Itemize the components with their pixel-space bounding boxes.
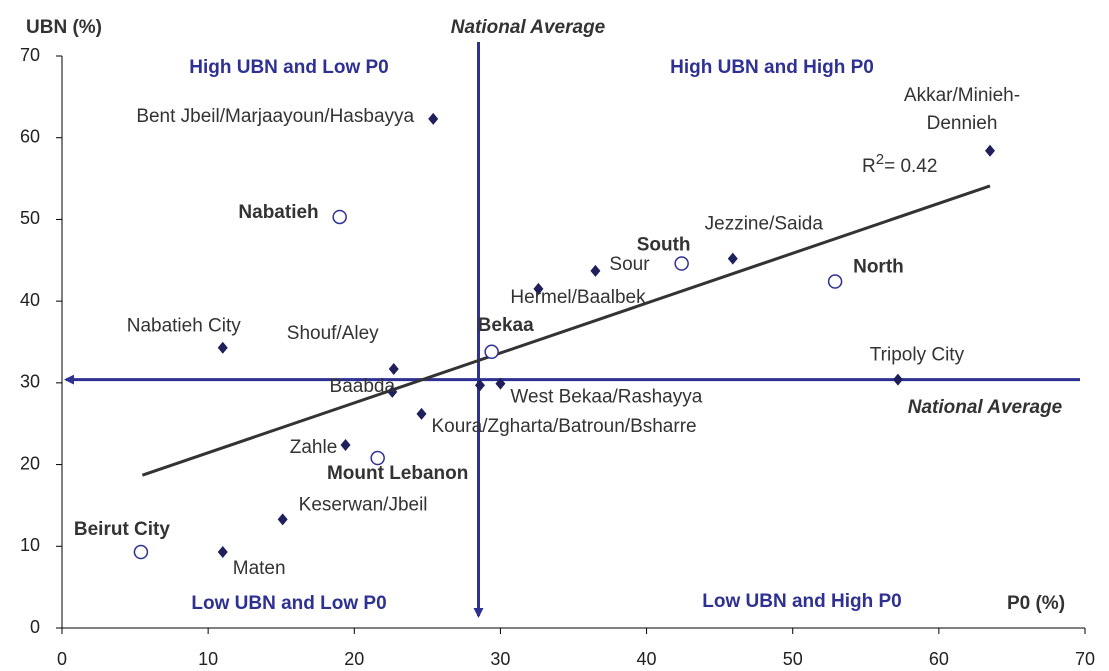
- point-label: Mount Lebanon: [327, 463, 468, 484]
- data-point: [332, 209, 347, 225]
- data-point: [985, 144, 996, 157]
- point-label: Koura/Zgharta/Batroun/Bsharre: [432, 416, 697, 437]
- quadrant-label: Low UBN and High P0: [702, 591, 902, 612]
- point-label: North: [853, 257, 904, 278]
- x-tick-label: 30: [490, 649, 510, 669]
- point-label: Baabda: [330, 376, 396, 397]
- data-point: [827, 274, 843, 289]
- quadrant-label: High UBN and High P0: [670, 57, 874, 78]
- point-label: Maten: [233, 558, 286, 579]
- x-tick-label: 50: [783, 649, 803, 669]
- point-label: Nabatieh City: [127, 316, 242, 337]
- point-label: Hermel/Baalbek: [510, 287, 646, 308]
- data-point: [727, 252, 738, 265]
- y-tick-label: 30: [20, 372, 40, 392]
- data-point: [474, 379, 485, 392]
- y-axis-title: UBN (%): [26, 17, 102, 38]
- data-point: [892, 373, 903, 386]
- y-tick-label: 70: [20, 45, 40, 65]
- data-point: [533, 282, 544, 295]
- quadrant-label: Low UBN and Low P0: [191, 593, 386, 614]
- x-tick-label: 70: [1075, 649, 1095, 669]
- point-label: Nabatieh: [238, 202, 318, 223]
- point-label: Bent Jbeil/Marjaayoun/Hasbayya: [136, 106, 414, 127]
- data-point: [370, 450, 385, 466]
- quadrant-label: High UBN and Low P0: [189, 57, 389, 78]
- x-tick-label: 20: [344, 649, 364, 669]
- y-tick-label: 60: [20, 126, 40, 146]
- point-label: Jezzine/Saida: [705, 214, 824, 235]
- data-point: [387, 385, 398, 398]
- data-point: [484, 344, 499, 360]
- y-tick-label: 20: [20, 453, 40, 473]
- point-label: Sour: [609, 254, 650, 275]
- point-label: Akkar/Minieh-: [904, 85, 1020, 106]
- y-tick-label: 0: [30, 617, 40, 637]
- y-tick-label: 50: [20, 208, 40, 228]
- national-average-label: National Average: [451, 17, 606, 38]
- point-label: Keserwan/Jbeil: [299, 494, 428, 515]
- point-label: Tripoly City: [870, 345, 965, 366]
- data-point: [133, 544, 149, 560]
- point-label: Dennieh: [927, 113, 998, 134]
- data-point: [340, 438, 351, 451]
- data-point: [277, 513, 288, 526]
- r-squared-sup: 2: [876, 151, 884, 168]
- data-point: [428, 112, 439, 125]
- point-label: West Bekaa/Rashayya: [510, 387, 702, 408]
- data-point: [388, 362, 399, 375]
- y-tick-label: 40: [20, 290, 40, 310]
- national-average-label: National Average: [908, 397, 1063, 418]
- data-point: [674, 256, 689, 271]
- data-point: [217, 341, 228, 354]
- point-label: South: [637, 235, 691, 256]
- r-squared-r: R: [862, 156, 876, 177]
- x-tick-label: 40: [637, 649, 657, 669]
- r-squared: R2= 0.42: [862, 151, 937, 177]
- x-tick-label: 10: [198, 649, 218, 669]
- data-point: [590, 264, 601, 277]
- data-point: [416, 407, 427, 420]
- point-label: Zahle: [290, 437, 338, 458]
- point-label: Shouf/Aley: [287, 323, 379, 344]
- x-tick-label: 60: [929, 649, 949, 669]
- x-axis-title: P0 (%): [1007, 593, 1065, 614]
- point-label: Bekaa: [478, 315, 534, 336]
- x-tick-label: 0: [57, 649, 67, 669]
- data-point: [495, 377, 506, 390]
- r-squared-value: = 0.42: [884, 156, 937, 177]
- trend-line: [141, 184, 991, 477]
- data-point: [217, 546, 228, 559]
- y-tick-label: 10: [20, 535, 40, 555]
- point-label: Beirut City: [74, 519, 171, 540]
